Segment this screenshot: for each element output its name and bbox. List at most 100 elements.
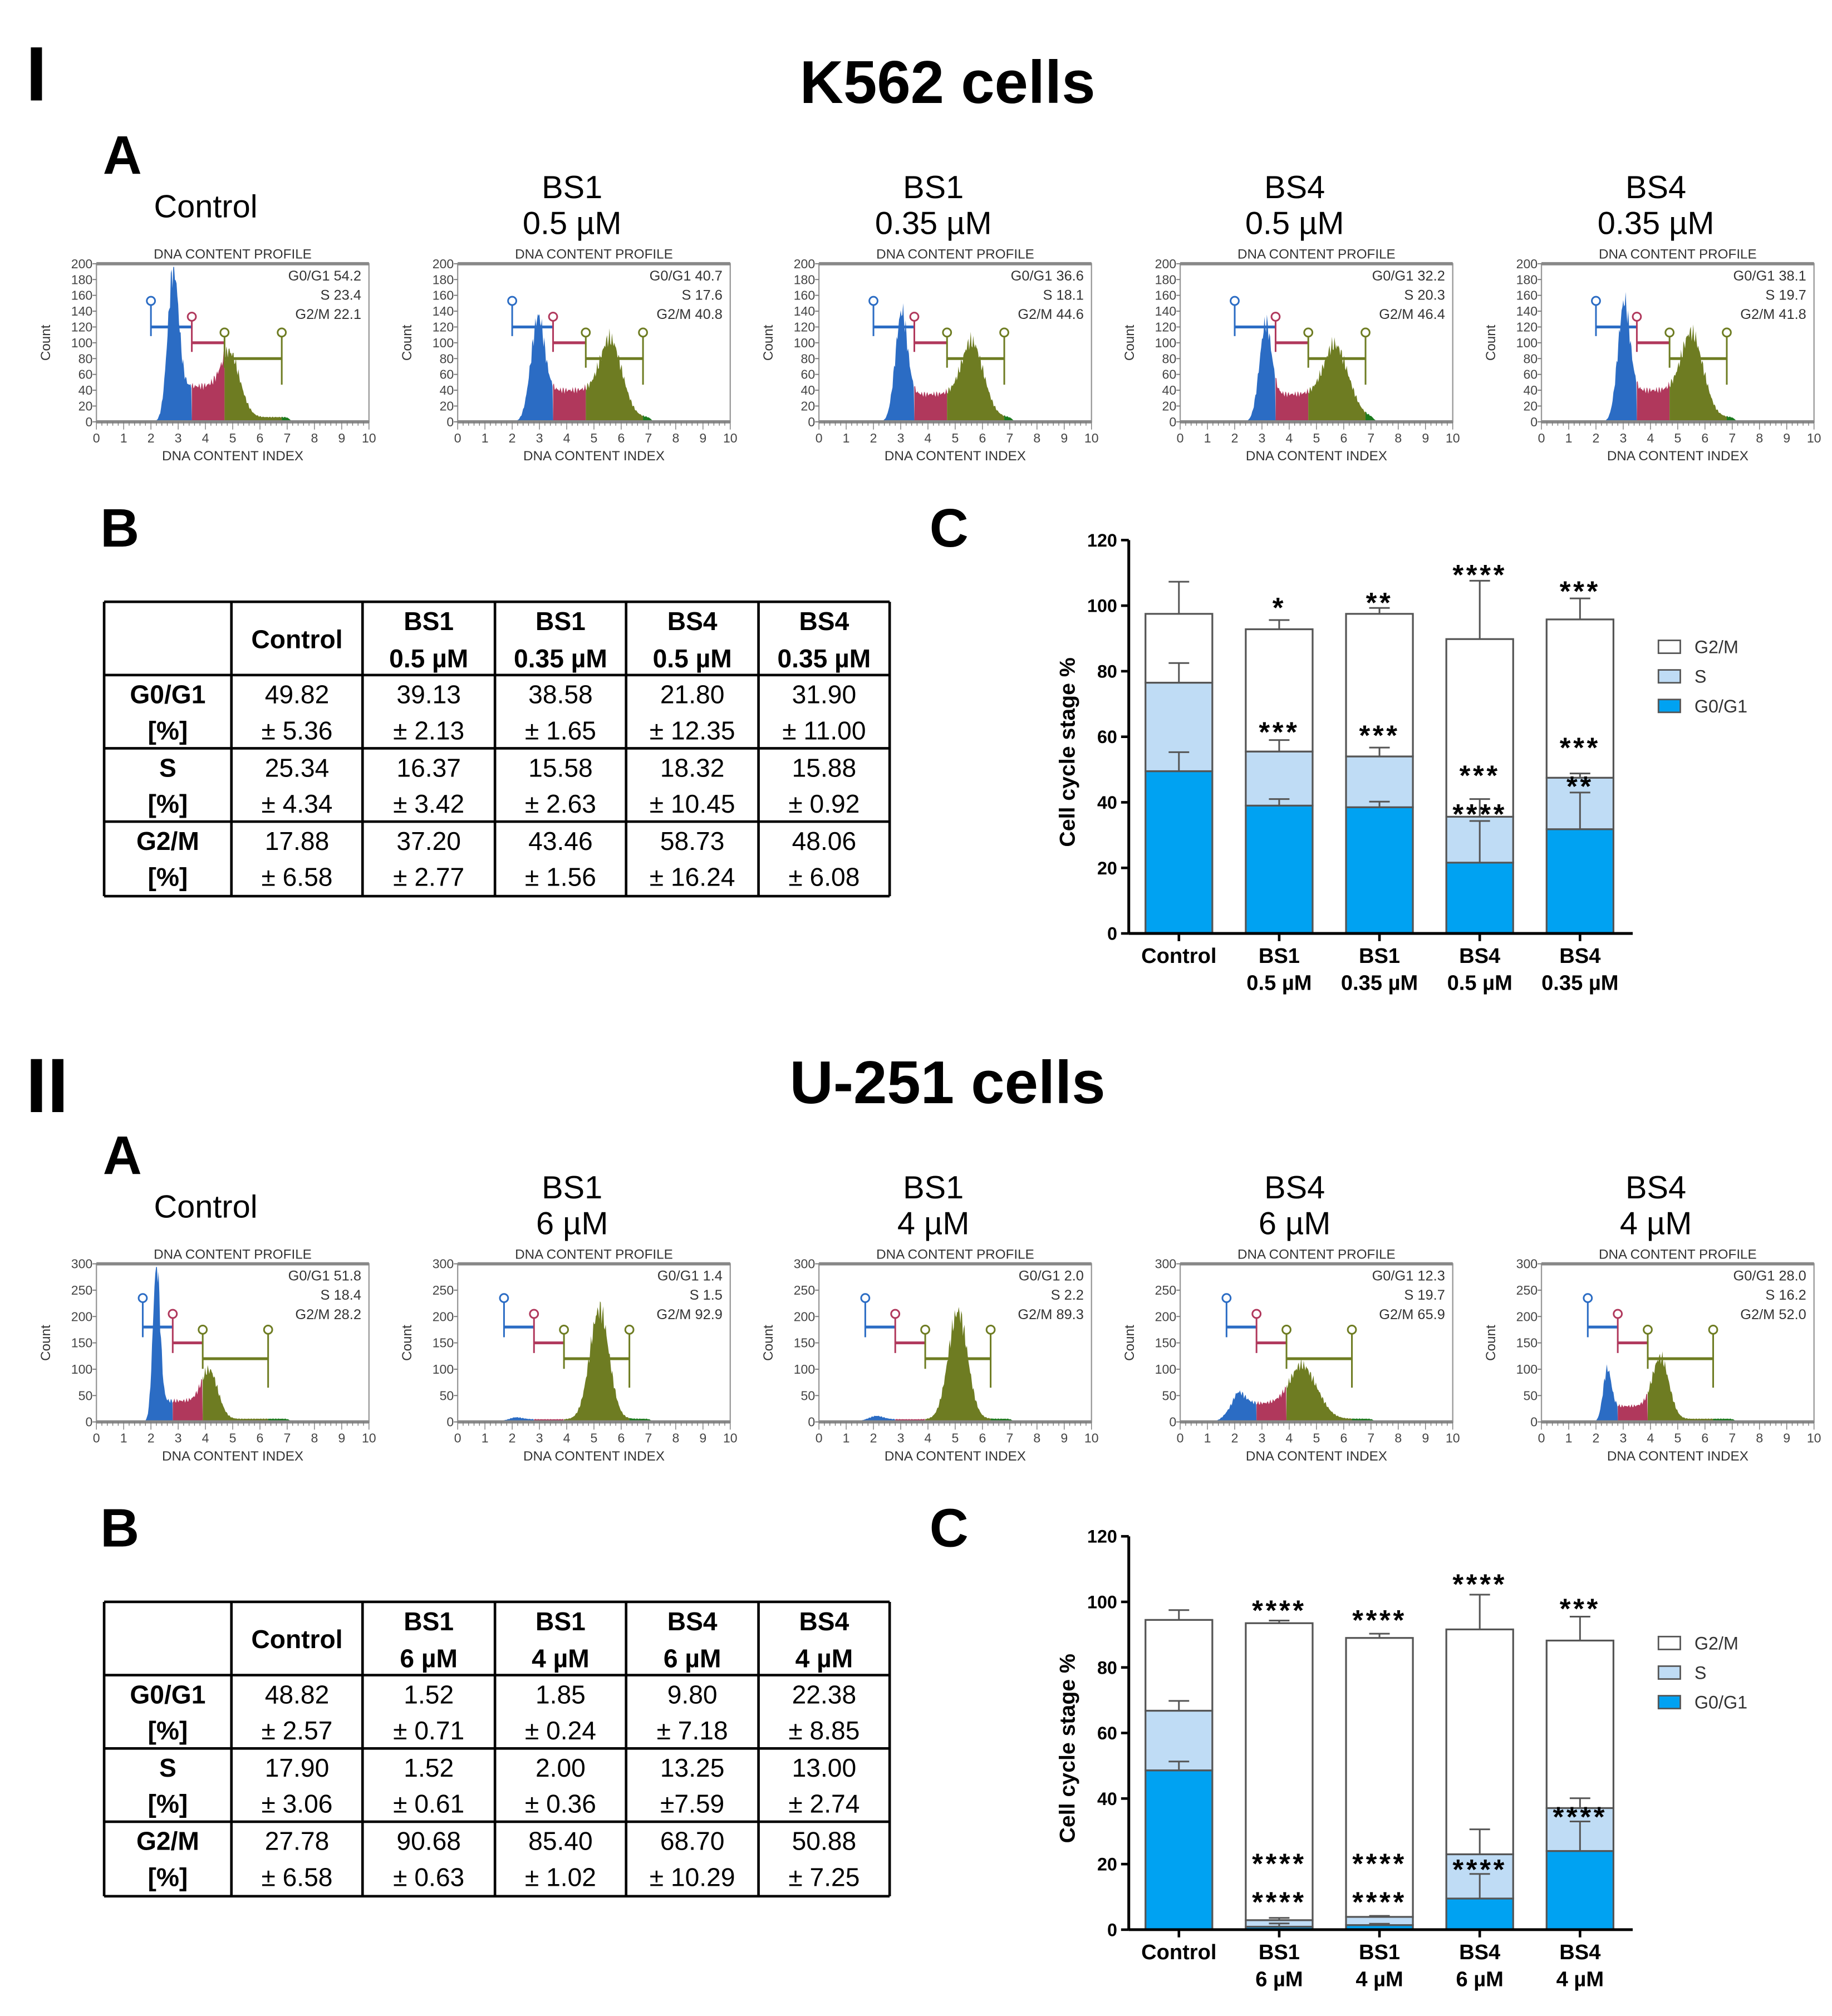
- column-header: BS4: [799, 607, 849, 636]
- gate-g1[interactable]: [1591, 296, 1637, 336]
- gate-g1[interactable]: [137, 1293, 173, 1338]
- gate-g2m[interactable]: [920, 1325, 996, 1388]
- x-tick-label: 7: [1728, 431, 1736, 445]
- y-axis-label: Count: [38, 324, 53, 361]
- legend-label: G0/G1: [1695, 1693, 1747, 1713]
- histogram-area-g1: [1180, 314, 1276, 422]
- gate-s[interactable]: [1613, 1309, 1648, 1353]
- gate-g2m[interactable]: [1281, 1325, 1357, 1388]
- category-label: 0.35 µM: [1541, 972, 1618, 995]
- histogram-title: BS4: [1264, 1170, 1325, 1206]
- x-tick-label: 10: [723, 1431, 738, 1445]
- gate-g2m[interactable]: [198, 1325, 273, 1388]
- cell-sd: ± 5.36: [261, 716, 332, 745]
- y-tick-label: 200: [794, 257, 816, 271]
- x-axis-label: DNA CONTENT INDEX: [162, 1449, 303, 1464]
- y-tick-label: 140: [71, 304, 93, 318]
- gate-g1[interactable]: [1583, 1293, 1618, 1338]
- x-tick-label: 7: [1006, 431, 1013, 445]
- gate-g1[interactable]: [1221, 1293, 1257, 1338]
- bar-segment-g2-m: [1545, 1639, 1615, 1810]
- histogram-area-s: [553, 383, 586, 422]
- x-tick-label: 4: [202, 1431, 209, 1445]
- gate-g1[interactable]: [1230, 296, 1276, 336]
- gate-s[interactable]: [186, 312, 225, 352]
- gate-s[interactable]: [168, 1309, 203, 1353]
- gate-g2m[interactable]: [1303, 327, 1371, 385]
- y-tick-label: 120: [1155, 320, 1177, 335]
- y-tick-label: 20: [1523, 399, 1538, 414]
- gate-s[interactable]: [1251, 1309, 1287, 1353]
- histogram-area-s: [1275, 377, 1309, 422]
- x-tick-label: 9: [1783, 431, 1790, 445]
- histogram-subtitle: 0.35 µM: [1598, 206, 1715, 242]
- gate-g1[interactable]: [499, 1293, 534, 1338]
- gate-s[interactable]: [548, 312, 586, 352]
- gate-s[interactable]: [1270, 312, 1309, 352]
- histogram-frame-title: DNA CONTENT PROFILE: [876, 247, 1034, 262]
- y-tick-label: 160: [1155, 288, 1177, 303]
- gate-s[interactable]: [909, 312, 947, 352]
- gate-g2m[interactable]: [559, 1325, 635, 1388]
- phase-percentage: S 19.7: [1765, 287, 1806, 303]
- phase-percentage: G2/M 28.2: [295, 1307, 361, 1322]
- cell-mean: 38.58: [528, 680, 593, 709]
- y-tick-label: 250: [433, 1283, 454, 1297]
- cell-sd: ± 11.00: [782, 716, 866, 745]
- y-tick-label: 300: [433, 1257, 454, 1271]
- y-tick-label: 300: [1155, 1257, 1177, 1271]
- y-tick-label: 60: [440, 367, 454, 382]
- x-tick-label: 2: [870, 431, 877, 445]
- x-tick-label: 3: [1259, 1431, 1266, 1445]
- stacked-bar-chart: Control BS1 0.5 µM BS1 0.35 µM BS4 0.5 µM BS4 0.…: [1055, 530, 1747, 995]
- gate-s[interactable]: [1632, 312, 1670, 352]
- gate-s[interactable]: [890, 1309, 926, 1353]
- gate-handle: [548, 312, 558, 322]
- x-axis-label: DNA CONTENT INDEX: [1607, 1449, 1748, 1464]
- category-label: BS1: [1359, 1941, 1400, 1964]
- y-tick-label: 180: [794, 272, 816, 287]
- gate-handle: [1230, 296, 1240, 306]
- y-tick-label: 20: [1162, 399, 1176, 414]
- legend-swatch: [1657, 1695, 1681, 1710]
- category-label: Control: [1141, 1941, 1216, 1964]
- x-axis-label: DNA CONTENT INDEX: [162, 449, 303, 464]
- gate-g1[interactable]: [868, 296, 915, 336]
- legend-swatch: [1657, 640, 1681, 654]
- category-label: 0.5 µM: [1447, 972, 1512, 995]
- cell-mean: 39.13: [396, 680, 461, 709]
- gate-g1[interactable]: [146, 296, 192, 336]
- section-title: K562 cells: [800, 49, 1096, 116]
- legend-label: G0/G1: [1695, 696, 1747, 716]
- significance-stars: ****: [1352, 1604, 1407, 1636]
- y-tick-label: 40: [440, 383, 454, 397]
- bar-segment-s: [1245, 750, 1314, 807]
- x-tick-label: 3: [175, 1431, 182, 1445]
- y-axis-label: Cell cycle stage %: [1055, 1654, 1080, 1843]
- gate-g2m[interactable]: [1643, 1325, 1718, 1388]
- gate-g1[interactable]: [507, 296, 553, 336]
- gate-g2m[interactable]: [581, 327, 648, 385]
- gate-g1[interactable]: [860, 1293, 896, 1338]
- gate-g2m[interactable]: [942, 327, 1009, 385]
- bar-segment-g0-g1: [1145, 1769, 1214, 1931]
- gate-handle: [890, 1309, 901, 1319]
- gate-s[interactable]: [529, 1309, 564, 1353]
- significance-stars: ***: [1560, 732, 1600, 764]
- cell-sd: ± 2.57: [261, 1716, 332, 1745]
- x-tick-label: 1: [482, 1431, 489, 1445]
- x-tick-label: 8: [1033, 1431, 1040, 1445]
- gate-g2m[interactable]: [219, 327, 287, 385]
- x-tick-label: 5: [591, 1431, 598, 1445]
- gate-handle: [624, 1325, 635, 1335]
- cell-sd: ±7.59: [660, 1789, 724, 1818]
- gate-g2m[interactable]: [1664, 327, 1732, 385]
- significance-stars: *: [1273, 592, 1286, 623]
- bar-stack: [1445, 1594, 1514, 1931]
- gate-handle: [499, 1293, 509, 1304]
- gate-handle: [1251, 1309, 1262, 1319]
- y-tick-label: 40: [1097, 1789, 1117, 1809]
- bar-segment-g2-m: [1445, 1628, 1514, 1856]
- cell-mean: 31.90: [792, 680, 857, 709]
